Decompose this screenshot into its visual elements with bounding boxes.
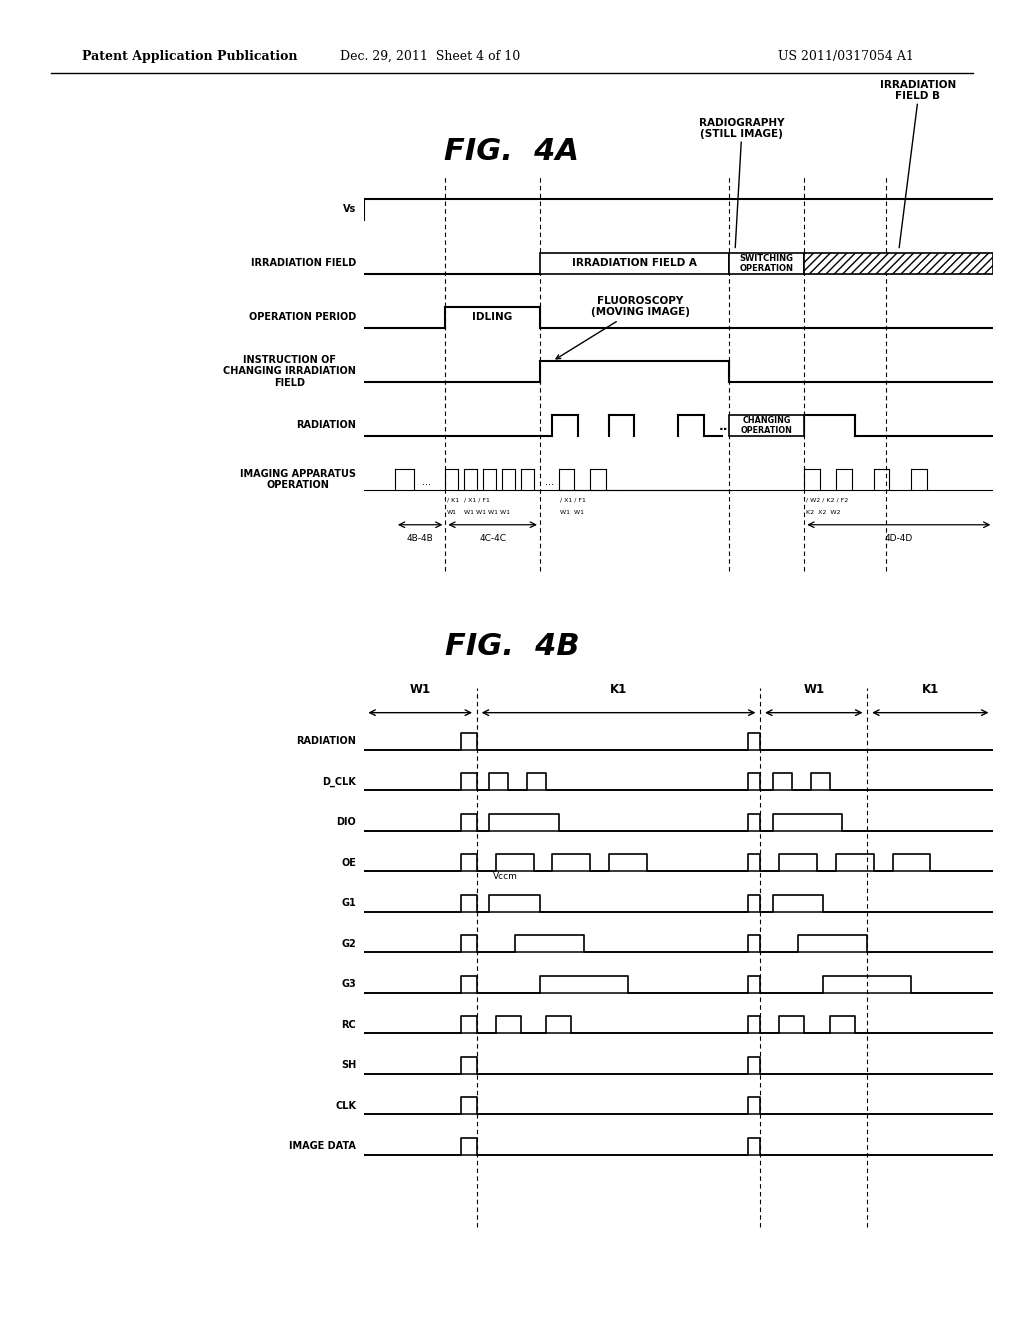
Text: / W2 / K2 / F2: / W2 / K2 / F2 — [806, 498, 848, 503]
Text: W1  W1: W1 W1 — [560, 510, 584, 515]
Text: INSTRUCTION OF
CHANGING IRRADIATION
FIELD: INSTRUCTION OF CHANGING IRRADIATION FIEL… — [223, 355, 356, 388]
Text: IMAGING APPARATUS
OPERATION: IMAGING APPARATUS OPERATION — [241, 469, 356, 490]
Text: CHANGING
OPERATION: CHANGING OPERATION — [740, 416, 793, 436]
Bar — [729, 414, 805, 436]
Text: 4C-4C: 4C-4C — [479, 535, 506, 544]
Text: Vccm: Vccm — [493, 871, 517, 880]
Text: Patent Application Publication: Patent Application Publication — [82, 50, 297, 63]
Text: ...: ... — [422, 477, 431, 487]
Text: Vs: Vs — [343, 205, 356, 214]
Text: W1: W1 — [446, 510, 457, 515]
Text: IDLING: IDLING — [472, 313, 513, 322]
Text: IMAGE DATA: IMAGE DATA — [290, 1140, 356, 1151]
Text: US 2011/0317054 A1: US 2011/0317054 A1 — [778, 50, 914, 63]
Text: D_CLK: D_CLK — [323, 776, 356, 787]
Text: FIG.  4B: FIG. 4B — [444, 632, 580, 661]
Text: W1 W1 W1 W1: W1 W1 W1 W1 — [464, 510, 510, 515]
Text: W1: W1 — [410, 684, 431, 697]
Text: G3: G3 — [342, 979, 356, 989]
Text: IRRADIATION FIELD: IRRADIATION FIELD — [251, 259, 356, 268]
Text: G2: G2 — [342, 939, 356, 949]
Text: RADIOGRAPHY
(STILL IMAGE): RADIOGRAPHY (STILL IMAGE) — [698, 117, 784, 139]
Text: SH: SH — [341, 1060, 356, 1071]
Text: CLK: CLK — [335, 1101, 356, 1110]
Text: 4D-4D: 4D-4D — [885, 535, 913, 544]
Text: / K1: / K1 — [446, 498, 459, 503]
Text: RADIATION: RADIATION — [297, 420, 356, 430]
Text: IRRADIATION
FIELD B: IRRADIATION FIELD B — [880, 79, 955, 102]
Text: ...: ... — [719, 420, 733, 433]
Text: K1: K1 — [610, 684, 627, 697]
Bar — [805, 253, 993, 273]
Text: IRRADIATION FIELD A: IRRADIATION FIELD A — [571, 259, 696, 268]
Text: RADIATION: RADIATION — [297, 737, 356, 746]
Text: K1: K1 — [922, 684, 939, 697]
Text: K2  X2  W2: K2 X2 W2 — [806, 510, 840, 515]
Text: FIG.  4A: FIG. 4A — [444, 137, 580, 166]
Text: / X1 / F1: / X1 / F1 — [464, 498, 490, 503]
Text: ...: ... — [545, 477, 554, 487]
Text: W1: W1 — [803, 684, 824, 697]
Bar — [729, 253, 805, 273]
Text: OPERATION PERIOD: OPERATION PERIOD — [249, 313, 356, 322]
Text: / X1 / F1: / X1 / F1 — [560, 498, 586, 503]
Bar — [540, 253, 729, 273]
Text: DIO: DIO — [337, 817, 356, 828]
Text: 4B-4B: 4B-4B — [407, 535, 433, 544]
Text: Dec. 29, 2011  Sheet 4 of 10: Dec. 29, 2011 Sheet 4 of 10 — [340, 50, 520, 63]
Text: G1: G1 — [342, 898, 356, 908]
Text: FLUOROSCOPY
(MOVING IMAGE): FLUOROSCOPY (MOVING IMAGE) — [556, 296, 690, 359]
Text: RC: RC — [342, 1019, 356, 1030]
Text: SWITCHING
OPERATION: SWITCHING OPERATION — [739, 253, 794, 273]
Text: OE: OE — [341, 858, 356, 867]
